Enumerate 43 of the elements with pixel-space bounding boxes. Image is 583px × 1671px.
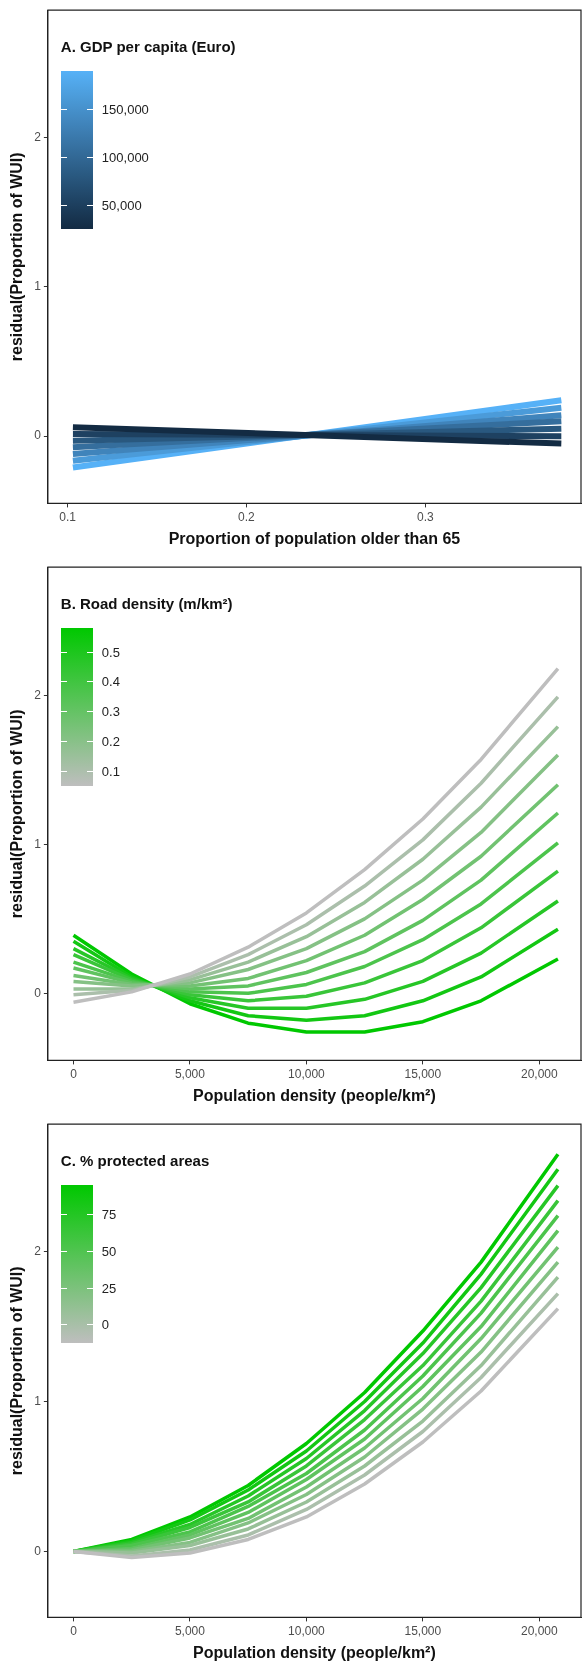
annotation: 25 [101,1280,117,1296]
x-tick-label: 20,000 [520,1623,558,1638]
annotation: 100,000 [101,149,149,165]
y-tick-label: 2 [34,1243,42,1258]
annotation: 0.5 [101,644,120,660]
color-bar-title: C. % protected areas [60,1152,210,1170]
x-tick-label: 0.1 [59,509,77,524]
x-tick-label: 10,000 [288,1066,326,1081]
x-tick-label: 0 [70,1066,78,1081]
annotation: 0.1 [101,763,120,779]
y-tick-label: 0 [34,985,42,1000]
x-axis-title: Population density (people/km²) [193,1086,436,1104]
x-axis-title: Proportion of population older than 65 [168,529,461,547]
y-tick-label: 0 [34,1543,42,1558]
x-tick-label: 0.3 [417,509,435,524]
y-tick-label: 0 [34,428,42,443]
color-bar-title: B. Road density (m/km²) [60,595,233,613]
y-axis-title: residual(Proportion of WUI) [8,709,26,919]
x-tick-label: 0 [70,1623,78,1638]
annotation: 0 [101,1317,110,1333]
y-axis-title: residual(Proportion of WUI) [8,1266,26,1476]
y-tick-label: 2 [34,687,42,702]
annotation: 0.4 [101,674,120,690]
annotation: 50 [101,1243,117,1259]
y-axis-title: residual(Proportion of WUI) [8,152,26,362]
annotation: 75 [101,1207,117,1223]
y-tick-label: 1 [34,279,42,293]
x-tick-label: 15,000 [404,1623,442,1638]
x-tick-label: 15,000 [404,1066,442,1081]
y-tick-label: 2 [34,129,42,144]
annotation: 0.2 [101,733,120,749]
annotation: 0.3 [101,704,120,720]
x-tick-label: 0.2 [238,509,256,524]
annotation: 150,000 [101,101,149,117]
x-axis-title: Population density (people/km²) [193,1643,436,1661]
x-tick-label: 10,000 [288,1623,326,1638]
color-bar-title: A. GDP per capita (Euro) [60,38,236,56]
y-tick-label: 1 [34,1393,42,1408]
x-tick-label: 5,000 [174,1066,206,1081]
y-tick-label: 1 [34,836,42,851]
x-tick-label: 5,000 [174,1623,206,1638]
annotation: 50,000 [101,197,142,213]
x-tick-label: 20,000 [520,1066,558,1081]
